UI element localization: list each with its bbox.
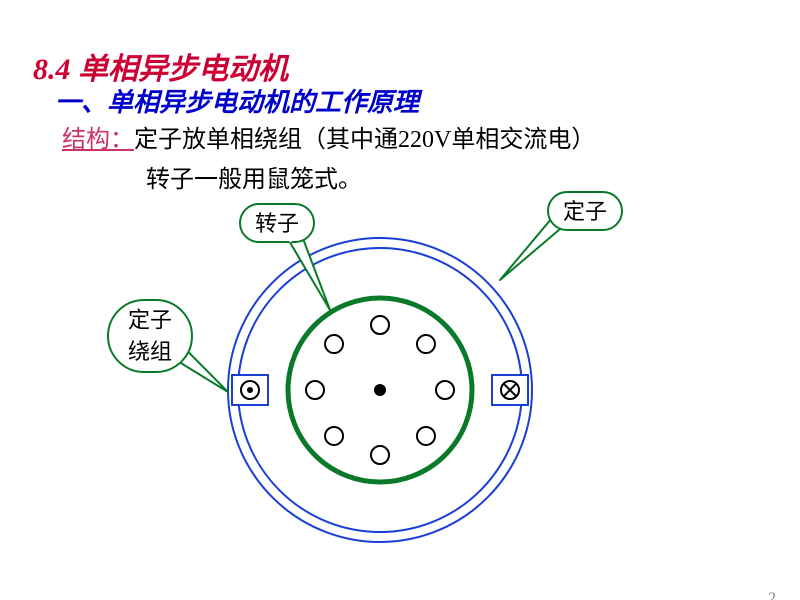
structure-label: 结构： <box>62 127 134 153</box>
svg-text:转子: 转子 <box>255 211 299 236</box>
structure-text2: 转子一般用鼠笼式。 <box>146 167 362 193</box>
svg-text:绕组: 绕组 <box>128 339 172 364</box>
svg-text:定子: 定子 <box>128 307 172 332</box>
structure-line2: 转子一般用鼠笼式。 <box>134 132 362 194</box>
page-number: 2 <box>760 572 776 600</box>
svg-text:定子: 定子 <box>563 199 607 224</box>
